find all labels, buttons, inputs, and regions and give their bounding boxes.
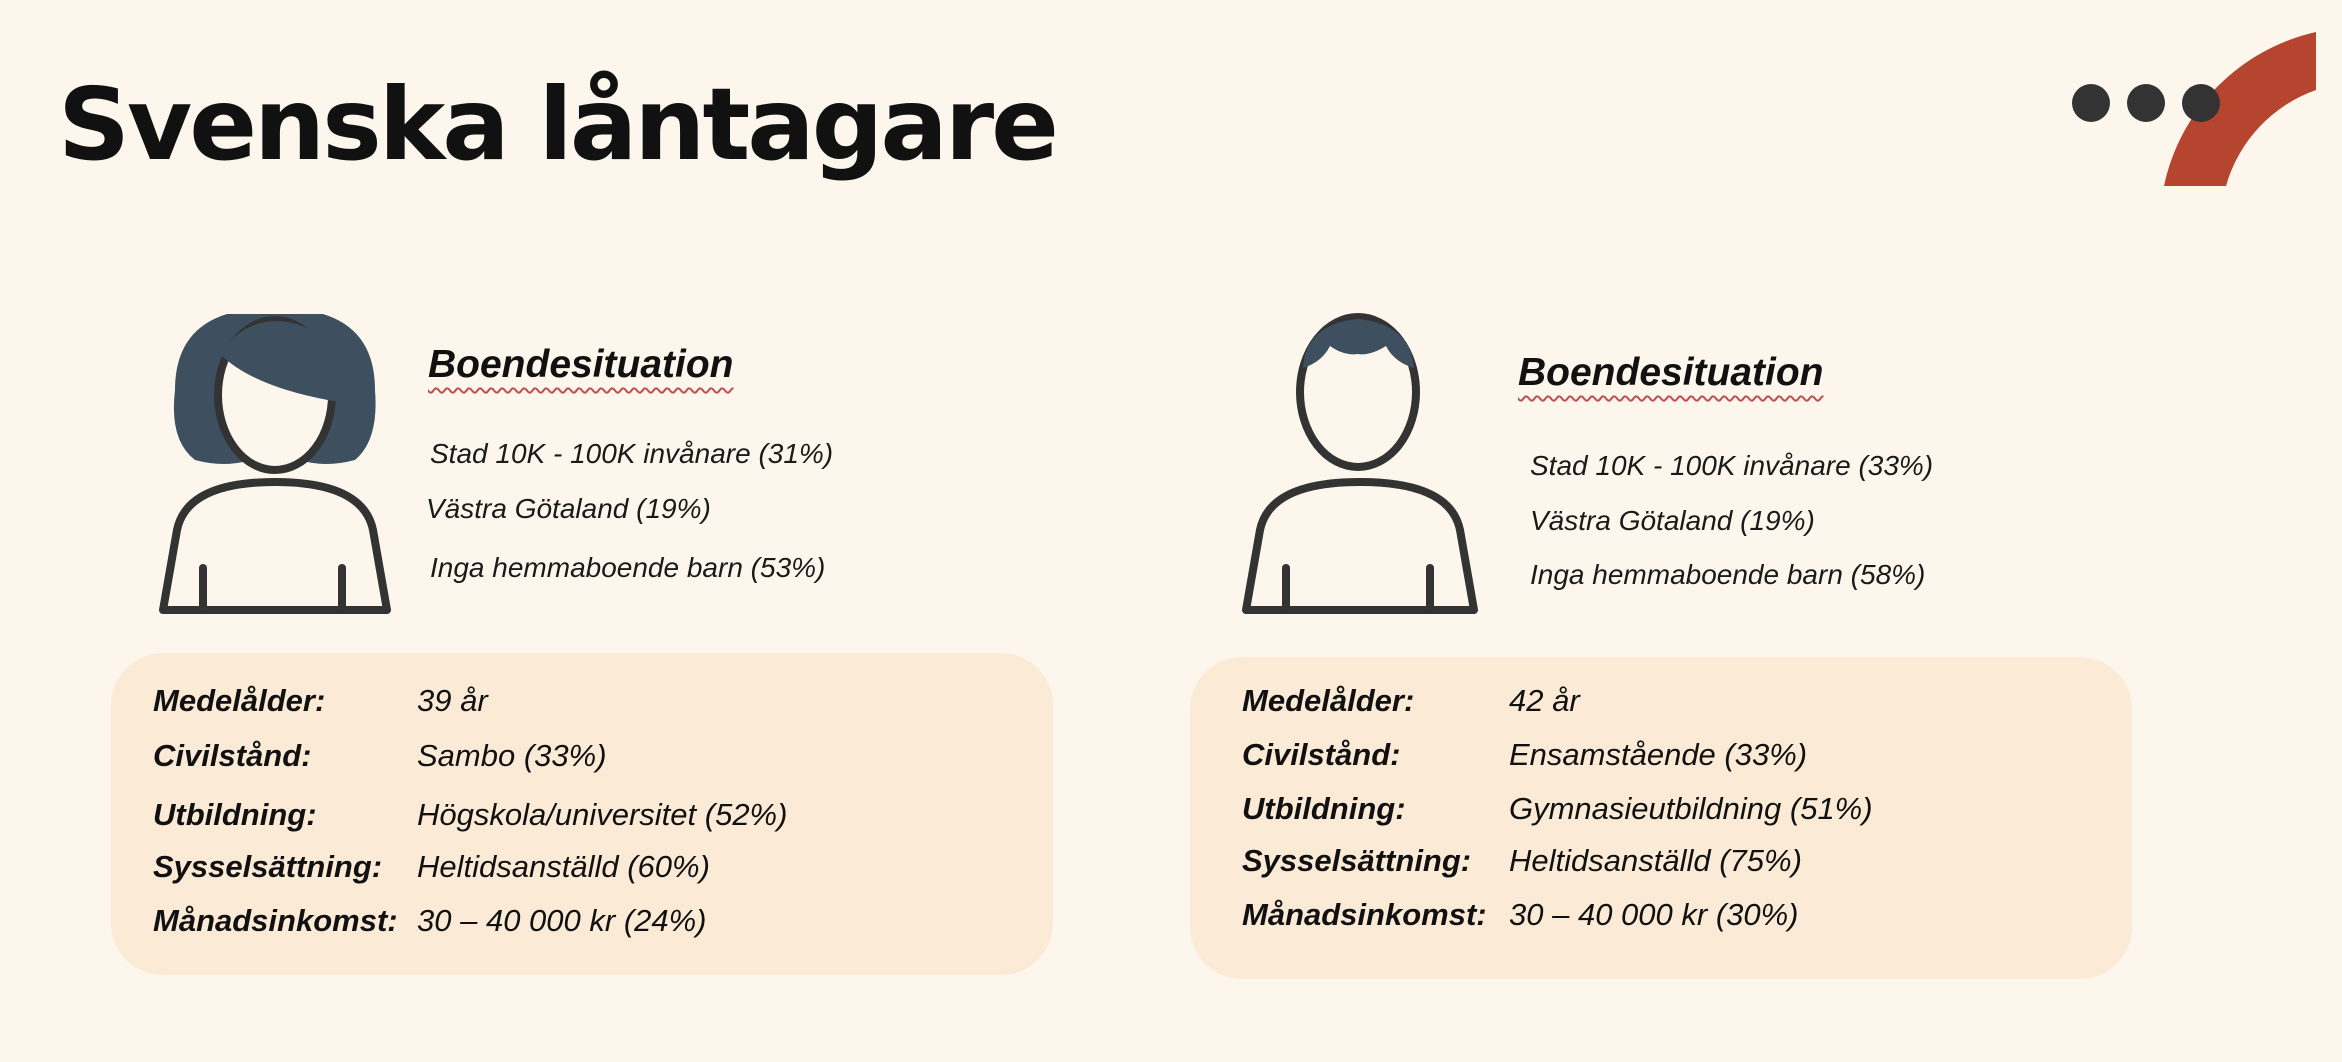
dot-icon — [2127, 84, 2165, 122]
stat-value: 42 år — [1509, 683, 1580, 718]
list-item: Inga hemmaboende barn (53%) — [430, 552, 826, 583]
stat-label: Medelålder: — [153, 683, 326, 718]
woman-avatar-icon — [159, 314, 391, 614]
stat-value: 30 – 40 000 kr (30%) — [1509, 897, 1799, 932]
stat-label: Sysselsättning: — [1242, 843, 1472, 878]
list-item: Stad 10K - 100K invånare (33%) — [1530, 450, 1934, 481]
stat-value: 39 år — [417, 683, 488, 718]
list-item: Västra Götaland (19%) — [1530, 505, 1815, 536]
stat-label: Månadsinkomst: — [1242, 897, 1487, 932]
list-item: Västra Götaland (19%) — [426, 493, 711, 524]
arc-dots-decoration — [2072, 32, 2316, 186]
stat-label: Civilstånd: — [153, 738, 312, 773]
list-item: Stad 10K - 100K invånare (31%) — [430, 438, 834, 469]
left-stats-card: Medelålder: 39 år Civilstånd: Sambo (33%… — [111, 653, 1053, 975]
arc-icon — [2164, 32, 2316, 186]
stat-label: Månadsinkomst: — [153, 903, 398, 938]
dot-icon — [2072, 84, 2110, 122]
stat-value: 30 – 40 000 kr (24%) — [417, 903, 707, 938]
stat-label: Utbildning: — [1242, 791, 1406, 826]
stat-value: Heltidsanställd (75%) — [1509, 843, 1802, 878]
left-section-heading: Boendesituation — [428, 343, 734, 386]
stat-label: Civilstånd: — [1242, 737, 1401, 772]
list-item: Inga hemmaboende barn (58%) — [1530, 559, 1926, 590]
right-section-heading: Boendesituation — [1518, 351, 1824, 394]
stat-value: Ensamstående (33%) — [1509, 737, 1808, 772]
stat-value: Heltidsanställd (60%) — [417, 849, 710, 884]
stat-label: Medelålder: — [1242, 683, 1415, 718]
right-stats-card: Medelålder: 42 år Civilstånd: Ensamståen… — [1190, 657, 2132, 979]
stat-label: Sysselsättning: — [153, 849, 383, 884]
stat-value: Sambo (33%) — [417, 738, 607, 773]
dot-icon — [2182, 84, 2220, 122]
man-avatar-icon — [1242, 313, 1478, 614]
stat-value: Högskola/universitet (52%) — [417, 797, 788, 832]
stat-label: Utbildning: — [153, 797, 317, 832]
stat-value: Gymnasieutbildning (51%) — [1509, 791, 1873, 826]
page-title: Svenska låntagare — [58, 66, 1059, 183]
